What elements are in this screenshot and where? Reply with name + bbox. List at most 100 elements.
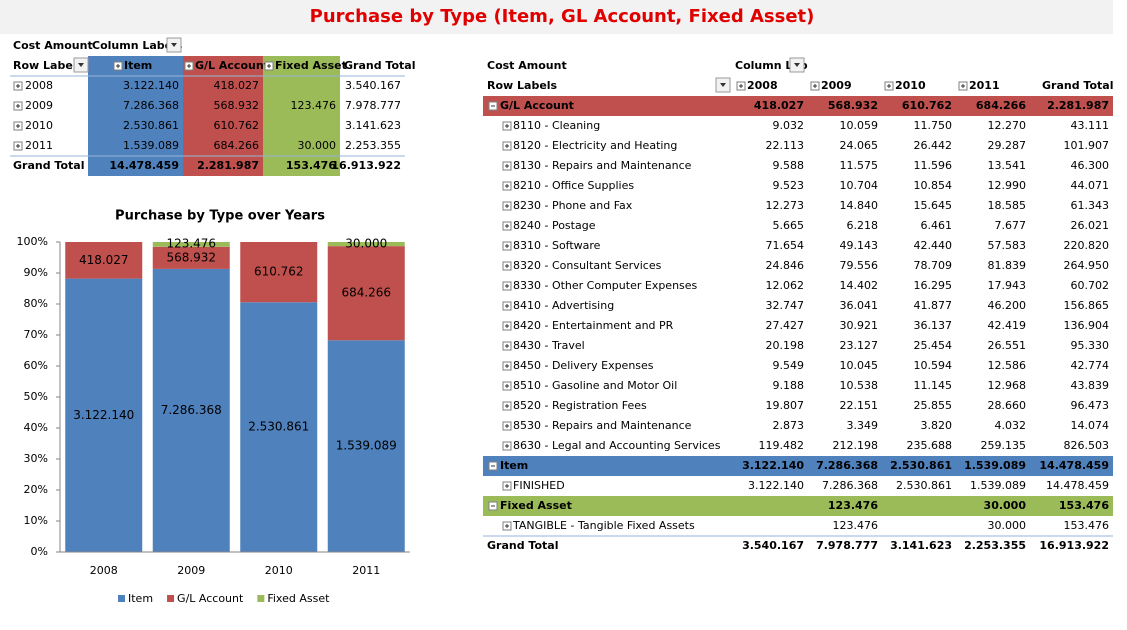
cell: 32.747	[766, 299, 805, 312]
cell: 3.122.140	[123, 79, 179, 92]
cell: 30.000	[988, 519, 1027, 532]
cell: 3.540.167	[345, 79, 401, 92]
cell: 14.478.459	[1046, 479, 1109, 492]
cell: 9.188	[773, 379, 805, 392]
group-cell: 153.476	[1059, 499, 1109, 512]
y-tick-label: 50%	[24, 390, 48, 403]
row-label: 8310 - Software	[513, 239, 601, 252]
column-header: Grand Total	[344, 59, 415, 72]
cell: 10.045	[840, 359, 879, 372]
row-label: 8130 - Repairs and Maintenance	[513, 159, 692, 172]
cell: 96.473	[1071, 399, 1110, 412]
y-tick-label: 10%	[24, 514, 48, 527]
row-label: 8210 - Office Supplies	[513, 179, 634, 192]
cell: 14.840	[840, 199, 879, 212]
cell: 7.677	[995, 219, 1027, 232]
row-label: 8450 - Delivery Expenses	[513, 359, 654, 372]
cell: 6.218	[847, 219, 879, 232]
bar-segment	[152, 268, 230, 552]
cell: 30.000	[298, 139, 337, 152]
column-band	[263, 56, 340, 176]
data-label: 3.122.140	[73, 408, 134, 422]
data-label: 123.476	[166, 237, 216, 251]
cell: 28.660	[988, 399, 1027, 412]
row-label: 8330 - Other Computer Expenses	[513, 279, 698, 292]
cell: 46.300	[1071, 159, 1110, 172]
cell: 212.198	[833, 439, 879, 452]
dropdown-arrow	[171, 43, 177, 47]
cell: 95.330	[1071, 339, 1110, 352]
cell: 14.074	[1071, 419, 1110, 432]
cell: 235.688	[907, 439, 953, 452]
bar-segment	[240, 242, 318, 303]
cell: 12.273	[766, 199, 805, 212]
bar-segment	[152, 246, 230, 269]
data-label: 684.266	[341, 286, 391, 300]
cell: 610.762	[214, 119, 260, 132]
cell: 10.594	[914, 359, 953, 372]
grand-total-cell: 16.913.922	[1039, 539, 1109, 552]
cell: 11.145	[914, 379, 953, 392]
y-tick-label: 100%	[17, 235, 48, 248]
data-label: 7.286.368	[161, 403, 222, 417]
cell: 29.287	[988, 139, 1027, 152]
cell: 43.111	[1071, 119, 1110, 132]
cell: 826.503	[1064, 439, 1110, 452]
grand-total-cell: 2.253.355	[964, 539, 1026, 552]
group-cell: 14.478.459	[1039, 459, 1109, 472]
x-tick-label: 2010	[265, 564, 293, 577]
row-labels: Row Labels	[487, 79, 558, 92]
cell: 23.127	[840, 339, 879, 352]
row-label: 8630 - Legal and Accounting Services	[513, 439, 721, 452]
column-band	[183, 56, 263, 176]
row-label: 8410 - Advertising	[513, 299, 614, 312]
cell: 18.585	[988, 199, 1027, 212]
row-labels: Row Labels	[13, 59, 84, 72]
group-band	[483, 496, 1113, 516]
cell: 9.588	[773, 159, 805, 172]
y-tick-label: 70%	[24, 328, 48, 341]
page-title: Purchase by Type (Item, GL Account, Fixe…	[310, 6, 815, 27]
cell: 41.877	[914, 299, 953, 312]
cell: 9.523	[773, 179, 805, 192]
group-label: G/L Account	[500, 99, 574, 112]
group-cell: 610.762	[902, 99, 952, 112]
row-label: 8420 - Entertainment and PR	[513, 319, 674, 332]
cell: 46.200	[988, 299, 1027, 312]
group-cell: 3.122.140	[742, 459, 804, 472]
data-label: 568.932	[166, 250, 216, 264]
cell: 57.583	[988, 239, 1027, 252]
group-band	[483, 96, 1113, 116]
cell: 25.454	[914, 339, 953, 352]
cell: 26.551	[988, 339, 1027, 352]
cell: 22.113	[766, 139, 805, 152]
row-label: 8110 - Cleaning	[513, 119, 600, 132]
data-label: 30.000	[345, 237, 387, 251]
row-label: 2009	[25, 99, 53, 112]
bar-segment	[65, 242, 143, 279]
legend-label: G/L Account	[177, 592, 244, 605]
group-band	[483, 456, 1113, 476]
data-label: 1.539.089	[336, 439, 397, 453]
cell: 156.865	[1064, 299, 1110, 312]
y-tick-label: 20%	[24, 483, 48, 496]
row-label: 8510 - Gasoline and Motor Oil	[513, 379, 677, 392]
cell: 264.950	[1064, 259, 1110, 272]
cell: 24.846	[766, 259, 805, 272]
cell: 123.476	[833, 519, 879, 532]
cell: 42.419	[988, 319, 1027, 332]
column-header: Grand Total	[1042, 79, 1113, 92]
group-cell: 568.932	[828, 99, 878, 112]
cell: 60.702	[1071, 279, 1110, 292]
cell: 19.807	[766, 399, 805, 412]
legend-swatch	[118, 595, 125, 602]
cell: 220.820	[1064, 239, 1110, 252]
row-label: 8320 - Consultant Services	[513, 259, 662, 272]
cell: 20.198	[766, 339, 805, 352]
cell: 10.059	[840, 119, 879, 132]
grand-total-cell: 2.281.987	[197, 159, 259, 172]
cell: 71.654	[766, 239, 805, 252]
row-label: 8520 - Registration Fees	[513, 399, 647, 412]
row-label: 2010	[25, 119, 53, 132]
cell: 684.266	[214, 139, 260, 152]
